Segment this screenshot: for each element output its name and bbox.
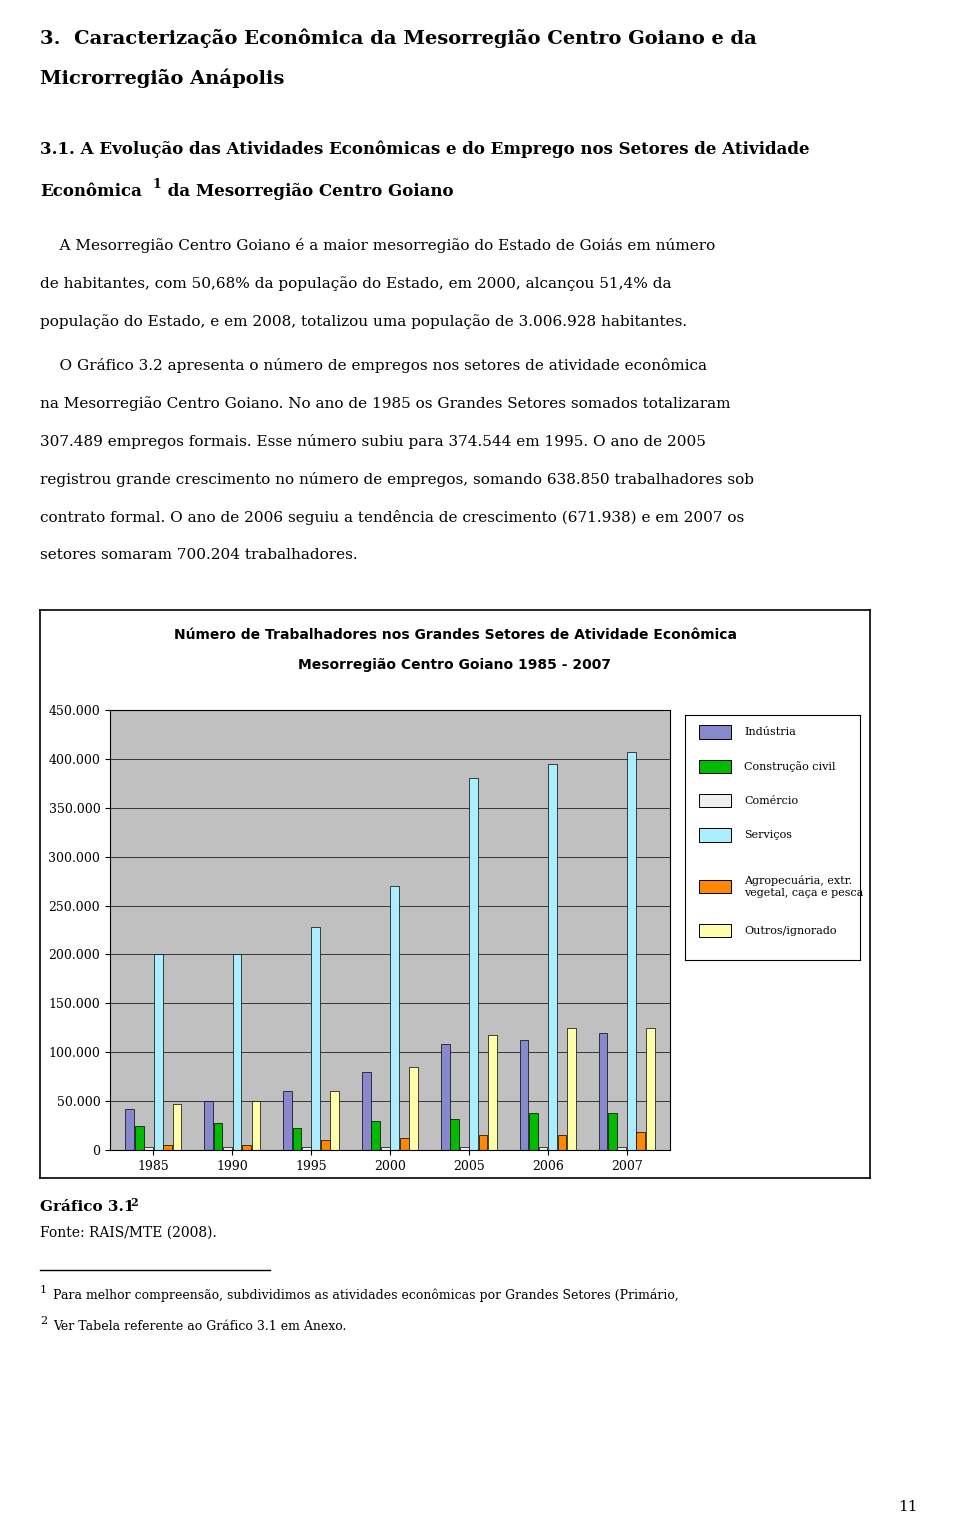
Bar (163, 1144, 172, 1151)
Text: registrou grande crescimento no número de empregos, somando 638.850 trabalhadore: registrou grande crescimento no número d… (40, 472, 754, 487)
Bar (144, 1147, 153, 1151)
Bar (302, 1147, 311, 1151)
Bar (381, 1147, 390, 1151)
Text: 1: 1 (152, 178, 160, 192)
Text: 3.  Caracterização Econômica da Mesorregião Centro Goiano e da: 3. Caracterização Econômica da Mesorregi… (40, 28, 756, 47)
Bar (699, 760, 731, 774)
Bar (372, 1121, 380, 1151)
Bar (598, 1033, 608, 1151)
Bar (441, 1045, 449, 1151)
Text: setores somaram 700.204 trabalhadores.: setores somaram 700.204 trabalhadores. (40, 548, 358, 562)
Text: A Mesorregião Centro Goiano é a maior mesorregião do Estado de Goiás em número: A Mesorregião Centro Goiano é a maior me… (40, 237, 715, 253)
Text: Gráfico 3.1: Gráfico 3.1 (40, 1200, 134, 1213)
Bar (126, 1109, 134, 1151)
Bar (608, 1112, 617, 1151)
Bar (627, 752, 636, 1151)
Text: 1: 1 (40, 1285, 47, 1295)
Bar (529, 1112, 538, 1151)
Bar (488, 1034, 497, 1151)
Text: Indústria: Indústria (745, 728, 797, 737)
Bar (311, 927, 321, 1151)
Text: na Mesorregião Centro Goiano. No ano de 1985 os Grandes Setores somados totaliza: na Mesorregião Centro Goiano. No ano de … (40, 395, 731, 411)
Bar (567, 1028, 576, 1151)
Text: 2: 2 (40, 1316, 47, 1327)
Bar (699, 794, 731, 807)
Text: Outros/ignorado: Outros/ignorado (745, 925, 837, 936)
Bar (293, 1128, 301, 1151)
Bar (617, 1147, 626, 1151)
Text: Para melhor compreensão, subdividimos as atividades econômicas por Grandes Setor: Para melhor compreensão, subdividimos as… (53, 1288, 679, 1302)
Text: 3.1. A Evolução das Atividades Econômicas e do Emprego nos Setores de Atividade: 3.1. A Evolução das Atividades Econômica… (40, 139, 809, 158)
Bar (283, 1091, 292, 1151)
Bar (399, 1138, 409, 1151)
Text: Serviços: Serviços (745, 830, 793, 840)
Text: 11: 11 (899, 1500, 918, 1514)
Bar (450, 1118, 459, 1151)
Bar (134, 1126, 144, 1151)
Bar (646, 1028, 655, 1151)
Bar (154, 954, 162, 1151)
Bar (173, 1105, 181, 1151)
Bar (204, 1102, 213, 1151)
Bar (362, 1072, 371, 1151)
Text: O Gráfico 3.2 apresenta o número de empregos nos setores de atividade econômica: O Gráfico 3.2 apresenta o número de empr… (40, 358, 707, 372)
Bar (252, 1102, 260, 1151)
Bar (548, 764, 557, 1151)
Text: Número de Trabalhadores nos Grandes Setores de Atividade Econômica: Número de Trabalhadores nos Grandes Seto… (174, 628, 736, 642)
Text: população do Estado, e em 2008, totalizou uma população de 3.006.928 habitantes.: população do Estado, e em 2008, totalizo… (40, 314, 687, 329)
Bar (409, 1066, 418, 1151)
Text: Comércio: Comércio (745, 795, 799, 806)
Text: Construção civil: Construção civil (745, 761, 836, 772)
Text: 307.489 empregos formais. Esse número subiu para 374.544 em 1995. O ano de 2005: 307.489 empregos formais. Esse número su… (40, 434, 706, 449)
Bar (636, 1132, 645, 1151)
Bar (519, 1040, 529, 1151)
Bar (391, 885, 399, 1151)
Bar (479, 1135, 488, 1151)
Bar (699, 879, 731, 893)
Bar (321, 1140, 329, 1151)
Text: Econômica: Econômica (40, 182, 142, 201)
Bar (330, 1091, 339, 1151)
Text: Fonte: RAIS/MTE (2008).: Fonte: RAIS/MTE (2008). (40, 1226, 217, 1239)
Text: Agropecuária, extr.
vegetal, caça e pesca: Agropecuária, extr. vegetal, caça e pesc… (745, 875, 864, 898)
Text: contrato formal. O ano de 2006 seguiu a tendência de crescimento (671.938) e em : contrato formal. O ano de 2006 seguiu a … (40, 510, 744, 525)
Bar (699, 829, 731, 841)
Text: de habitantes, com 50,68% da população do Estado, em 2000, alcançou 51,4% da: de habitantes, com 50,68% da população d… (40, 276, 671, 291)
Text: Ver Tabela referente ao Gráfico 3.1 em Anexo.: Ver Tabela referente ao Gráfico 3.1 em A… (53, 1321, 347, 1333)
Bar (232, 954, 241, 1151)
Text: 2: 2 (130, 1196, 137, 1209)
Bar (223, 1147, 232, 1151)
Text: da Mesorregião Centro Goiano: da Mesorregião Centro Goiano (162, 182, 453, 201)
Bar (558, 1135, 566, 1151)
Text: Mesorregião Centro Goiano 1985 - 2007: Mesorregião Centro Goiano 1985 - 2007 (299, 659, 612, 673)
Bar (539, 1147, 547, 1151)
Bar (699, 726, 731, 738)
Bar (460, 1147, 468, 1151)
Bar (214, 1123, 223, 1151)
Bar (469, 778, 478, 1151)
Bar (699, 924, 731, 938)
Bar (242, 1144, 251, 1151)
Text: Microrregião Anápolis: Microrregião Anápolis (40, 67, 284, 87)
